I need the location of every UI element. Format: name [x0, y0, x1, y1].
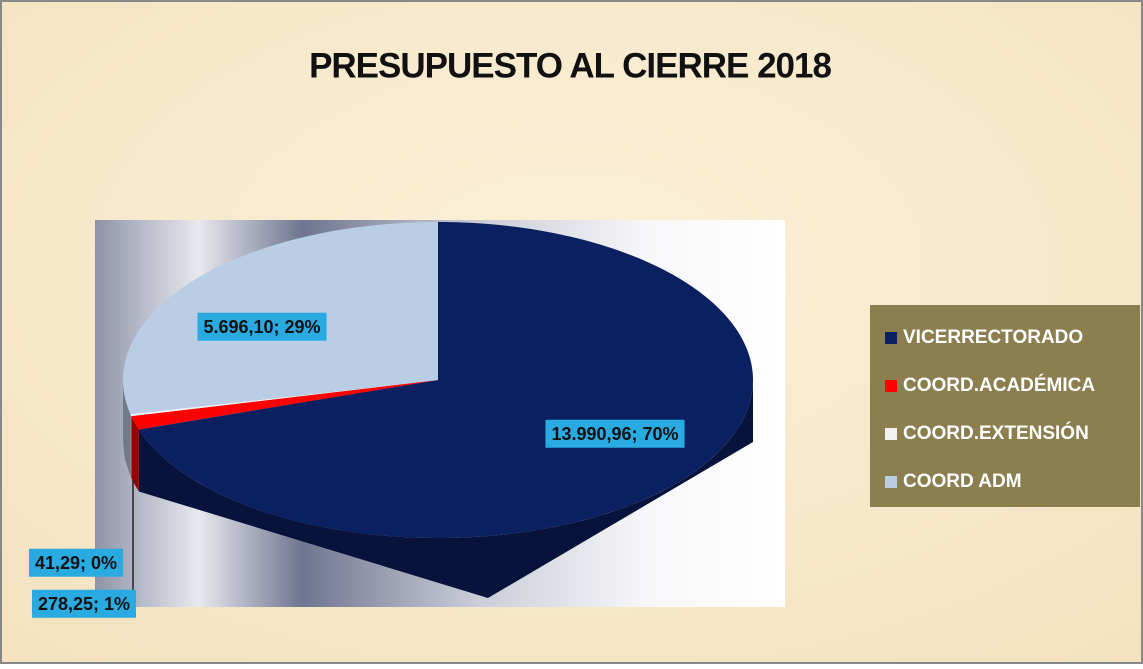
legend-swatch [885, 428, 897, 440]
value-label-box [31, 589, 137, 618]
slice-side [138, 380, 754, 598]
value-label: 278,25; 1% [38, 594, 130, 614]
legend-swatch [885, 476, 897, 488]
value-label-box [28, 548, 124, 577]
slice [131, 380, 438, 430]
legend-label: COORD.ACADÉMICA [903, 374, 1095, 396]
value-label: 5.696,10; 29% [203, 317, 320, 337]
legend-label: VICERRECTORADO [903, 327, 1083, 348]
chart-title: PRESUPUESTO AL CIERRE 2018 [309, 46, 831, 85]
slice-side [123, 380, 131, 477]
slice-side [130, 414, 132, 479]
value-label: 13.990,96; 70% [551, 424, 678, 444]
slice-side [131, 416, 139, 492]
value-label-box [197, 312, 327, 341]
slice [130, 380, 438, 417]
legend-label: COORD.EXTENSIÓN [903, 422, 1089, 444]
legend-swatch [885, 332, 897, 344]
slice [138, 222, 753, 538]
value-label-box [545, 419, 685, 448]
legend-swatch [885, 380, 897, 392]
legend-label: COORD ADM [903, 471, 1022, 492]
value-label: 41,29; 0% [35, 553, 117, 573]
legend [870, 305, 1140, 507]
